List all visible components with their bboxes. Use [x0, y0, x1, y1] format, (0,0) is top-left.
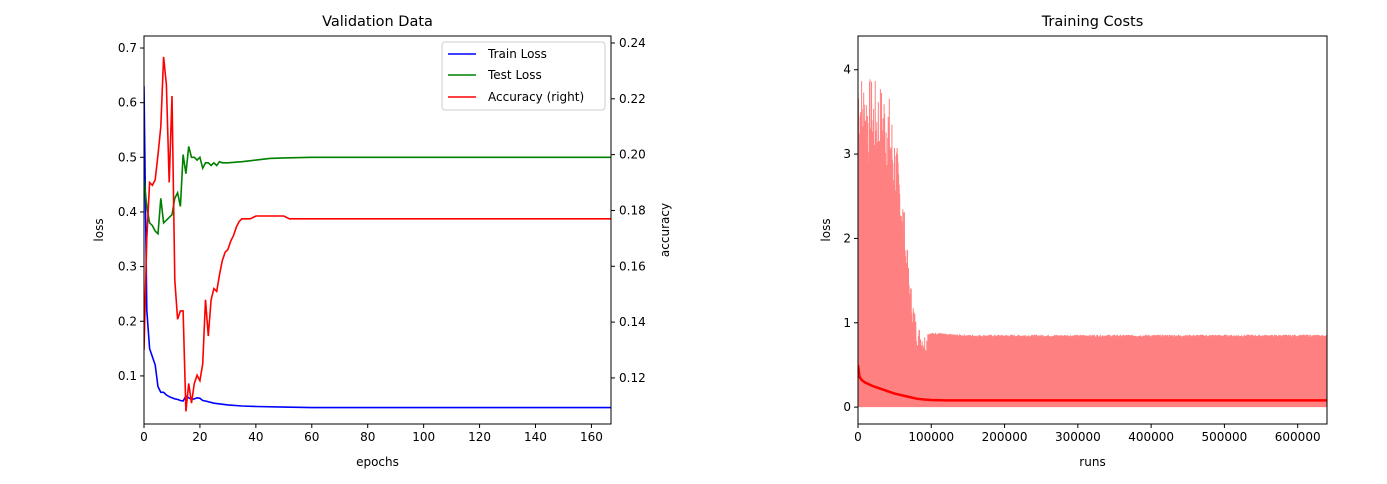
training-costs-x-label: runs — [1079, 455, 1105, 469]
y2-tick-label: 0.14 — [619, 315, 646, 329]
legend-accuracy-label: Accuracy (right) — [488, 90, 584, 104]
y2-tick-label: 0.18 — [619, 203, 646, 217]
validation-legend: Train Loss Test Loss Accuracy (right) — [441, 41, 606, 111]
validation-y2-label: accuracy — [658, 203, 672, 257]
series-line-test-loss — [144, 146, 611, 236]
y2-tick-label: 0.16 — [619, 259, 646, 273]
validation-y-ticks: 0.1 0.2 0.3 0.4 0.5 0.6 0.7 — [118, 41, 144, 383]
training-costs-x-ticks: 0 100000 200000 300000 400000 500000 600000 — [854, 424, 1321, 444]
training-costs-chart: Training Costs 0 100000 200000 300000 400000… — [819, 14, 1328, 469]
x-tick-label: 80 — [360, 430, 375, 444]
x-tick-label: 0 — [140, 430, 148, 444]
y2-tick-label: 0.20 — [619, 148, 646, 162]
x-tick-label: 160 — [580, 430, 603, 444]
x-tick-label: 60 — [304, 430, 319, 444]
y-tick-label: 0.4 — [118, 205, 137, 219]
validation-chart-title: Validation Data — [322, 14, 433, 30]
validation-y2-ticks: 0.12 0.14 0.16 0.18 0.20 0.22 0.24 — [611, 36, 646, 385]
y-tick-label: 0.1 — [118, 369, 137, 383]
y-tick-label: 0.7 — [118, 41, 137, 55]
validation-chart: Validation Data 0 20 40 60 80 100 120 140 160 0.… — [92, 14, 672, 469]
series-raw-cost — [858, 79, 1327, 408]
y-tick-label: 0.2 — [118, 314, 137, 328]
x-tick-label: 140 — [524, 430, 547, 444]
legend-box — [441, 41, 606, 111]
x-tick-label: 100 — [412, 430, 435, 444]
series-smoothed-cost — [858, 364, 1327, 402]
x-tick-label: 200000 — [982, 430, 1028, 444]
x-tick-label: 0 — [854, 430, 862, 444]
legend-test-loss-label: Test Loss — [487, 68, 542, 82]
validation-y-label: loss — [92, 218, 106, 241]
series-line-accuracy-right — [144, 56, 611, 412]
validation-x-label: epochs — [356, 455, 399, 469]
series-line-train-loss — [144, 86, 611, 409]
training-costs-title: Training Costs — [1041, 14, 1144, 30]
training-costs-plot-frame — [857, 35, 1328, 425]
y-tick-label: 4 — [843, 63, 851, 77]
y-tick-label: 0.6 — [118, 96, 137, 110]
y-tick-label: 1 — [843, 316, 851, 330]
x-tick-label: 40 — [248, 430, 263, 444]
y-tick-label: 0.5 — [118, 150, 137, 164]
y2-tick-label: 0.12 — [619, 371, 646, 385]
y2-tick-label: 0.22 — [619, 92, 646, 106]
validation-series-group — [144, 56, 611, 412]
legend-train-loss-label: Train Loss — [487, 47, 547, 61]
validation-x-ticks: 0 20 40 60 80 100 120 140 160 — [140, 424, 603, 444]
x-tick-label: 100000 — [908, 430, 954, 444]
y-tick-label: 0.3 — [118, 260, 137, 274]
y2-tick-label: 0.24 — [619, 36, 646, 50]
training-costs-y-ticks: 0 1 2 3 4 — [843, 63, 858, 414]
x-tick-label: 300000 — [1055, 430, 1101, 444]
y-tick-label: 2 — [843, 231, 851, 245]
x-tick-label: 120 — [468, 430, 491, 444]
training-costs-y-label: loss — [819, 218, 833, 241]
x-tick-label: 500000 — [1202, 430, 1248, 444]
x-tick-label: 20 — [192, 430, 207, 444]
y-tick-label: 3 — [843, 147, 851, 161]
validation-plot-frame — [143, 35, 612, 425]
x-tick-label: 600000 — [1275, 430, 1321, 444]
y-tick-label: 0 — [843, 400, 851, 414]
x-tick-label: 400000 — [1128, 430, 1174, 444]
training-costs-series-group — [858, 79, 1327, 408]
